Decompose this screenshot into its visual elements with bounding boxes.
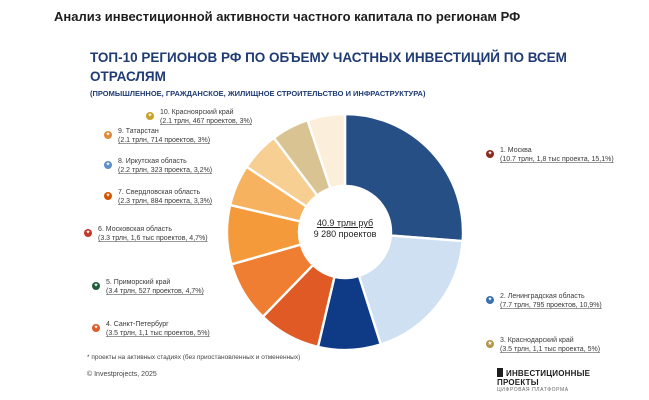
brand-name: ИНВЕСТИЦИОННЫЕ ПРОЕКТЫ (497, 369, 591, 387)
legend-item-moscow-oblast: ✦ 6. Московская область (3.3 трлн, 1,6 т… (84, 226, 208, 242)
legend-item-krasnoyarsk: ✦ 10. Красноярский край (2.1 трлн, 467 п… (146, 109, 253, 125)
page-header: Анализ инвестиционной активности частног… (54, 9, 521, 24)
legend-item-krasnodar: ★ 3. Краснодарский край (3.5 трлн, 1,1 т… (486, 337, 601, 353)
chart-title: ТОП-10 РЕГИОНОВ РФ ПО ОБЪЕМУ ЧАСТНЫХ ИНВ… (90, 50, 567, 84)
slice-moscow (343, 112, 465, 243)
krasnodar-emblem-icon: ★ (486, 340, 494, 348)
center-total: 40.9 трлн руб 9 280 проектов (300, 218, 390, 240)
tatarstan-emblem-icon: ✦ (104, 131, 112, 139)
moscow-oblast-emblem-icon: ✦ (84, 229, 92, 237)
chart-subtitle: (ПРОМЫШЛЕННОЕ, ГРАЖДАНСКОЕ, ЖИЛИЩНОЕ СТР… (90, 89, 426, 98)
irkutsk-emblem-icon: ✦ (104, 161, 112, 169)
legend-item-primorye: ✦ 5. Приморский край (3.4 трлн, 527 прое… (92, 279, 204, 295)
center-total-projects: 9 280 проектов (313, 229, 377, 239)
brand-logo: ИНВЕСТИЦИОННЫЕ ПРОЕКТЫ ЦИФРОВАЯ ПЛАТФОРМ… (497, 368, 627, 393)
krasnoyarsk-emblem-icon: ✦ (146, 112, 154, 120)
spb-emblem-icon: ✦ (92, 324, 100, 332)
footnote: * проекты на активных стадиях (без приос… (87, 354, 301, 361)
center-total-sum: 40.9 трлн руб (316, 218, 374, 228)
legend-item-irkutsk: ✦ 8. Иркутская область (2.2 трлн, 323 пр… (104, 158, 213, 174)
legend-item-spb: ✦ 4. Санкт-Петербург (3.5 трлн, 1,1 тыс … (92, 321, 210, 337)
legend-item-sverdlovsk: ✦ 7. Свердловская область (2.3 трлн, 884… (104, 189, 213, 205)
legend-item-moscow: ✦ 1. Москва (10.7 трлн, 1,8 тыс проекта,… (486, 147, 614, 163)
legend-item-leningrad: ✦ 2. Ленинградская область (7.7 трлн, 79… (486, 293, 602, 309)
brand-mark-icon (497, 368, 503, 377)
primorye-emblem-icon: ✦ (92, 282, 100, 290)
legend-item-tatarstan: ✦ 9. Татарстан (2.1 трлн, 714 проектов, … (104, 128, 211, 144)
moscow-emblem-icon: ✦ (486, 150, 494, 158)
brand-subtitle: ЦИФРОВАЯ ПЛАТФОРМА (497, 387, 569, 393)
copyright: © Investprojects, 2025 (87, 371, 157, 378)
donut-hole (299, 186, 391, 278)
leningrad-emblem-icon: ✦ (486, 296, 494, 304)
sverdlovsk-emblem-icon: ✦ (104, 192, 112, 200)
